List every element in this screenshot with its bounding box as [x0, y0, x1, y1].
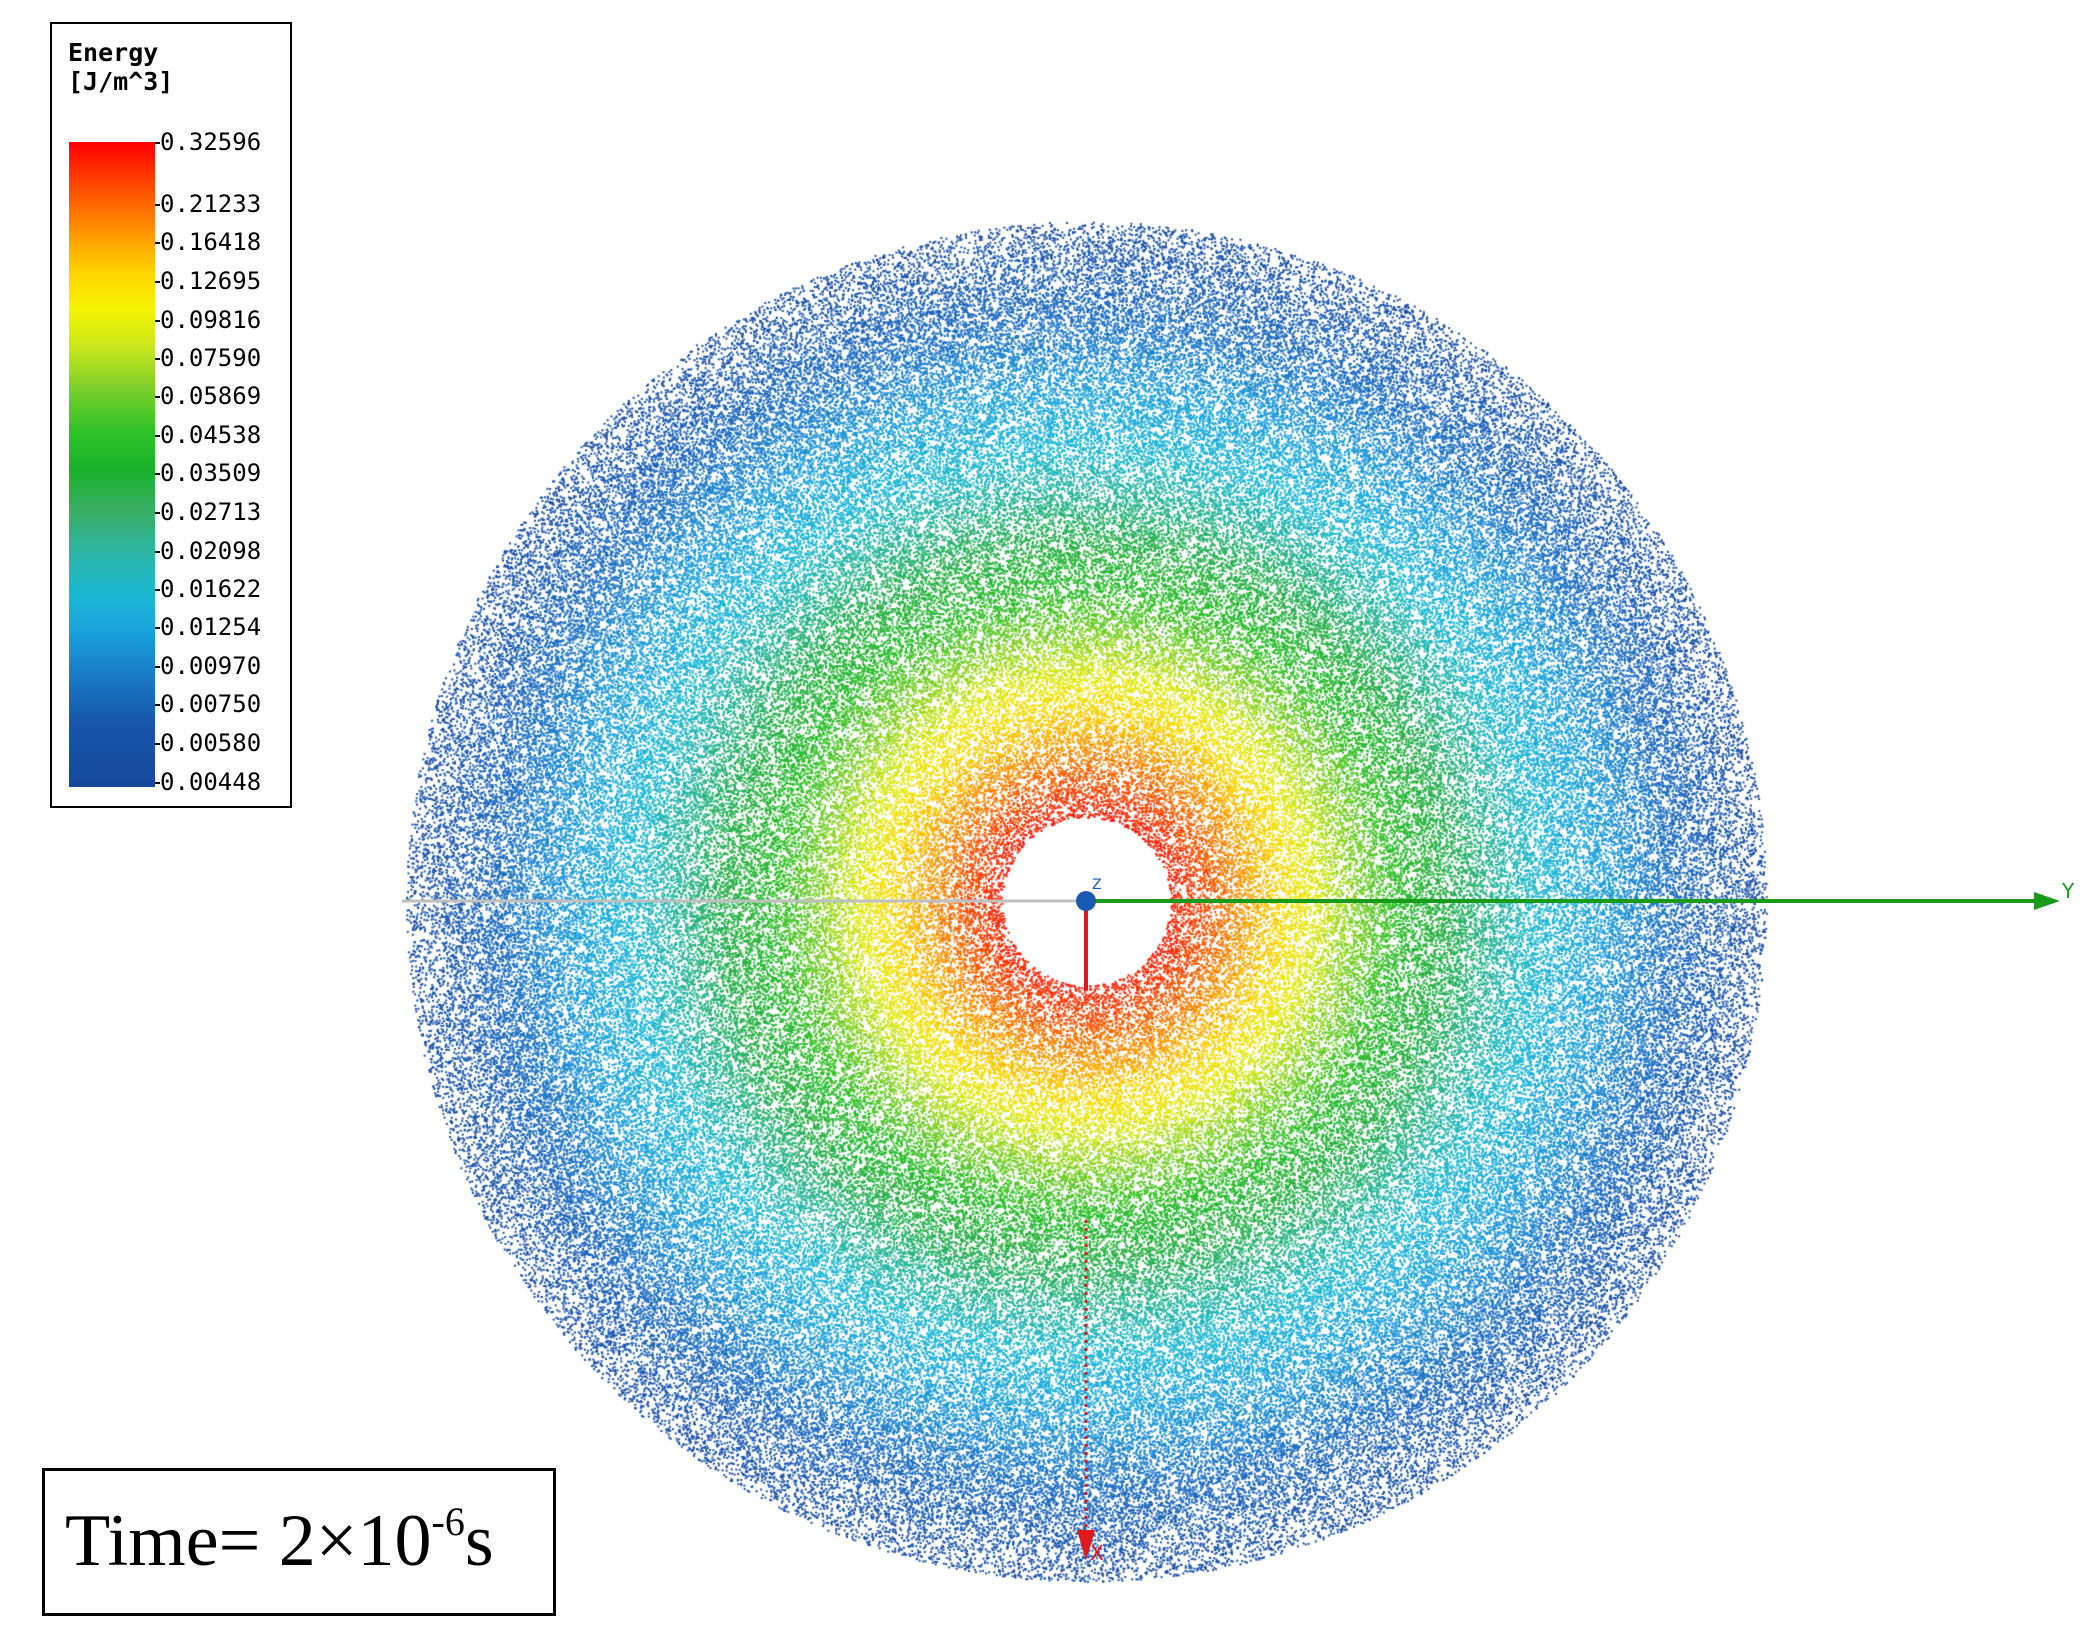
legend-tick-label: 0.04538 [160, 421, 262, 449]
legend-title: Energy [J/m^3] [68, 38, 173, 96]
x-axis-label: X [1090, 1541, 1104, 1565]
legend-tick-label: 0.16418 [160, 228, 262, 256]
legend-tick-label: 0.05869 [160, 382, 262, 410]
legend-tick-mark [155, 589, 160, 591]
y-axis-arrowhead [2034, 892, 2060, 910]
legend-tick-label: 0.21233 [160, 190, 262, 218]
legend-tick-mark [155, 627, 160, 629]
legend-tick-label: 0.02713 [160, 498, 262, 526]
legend-tick-label: 0.02098 [160, 537, 262, 565]
legend-tick-label: 0.00580 [160, 729, 262, 757]
time-label: Time= 2×10-6s [65, 1491, 494, 1591]
legend-tick-label: 0.12695 [160, 267, 262, 295]
legend-tick-label: 0.09816 [160, 306, 262, 334]
time-label-unit: s [464, 1500, 494, 1582]
legend-tick-mark [155, 473, 160, 475]
legend-tick-label: 0.03509 [160, 459, 262, 487]
legend-tick-mark [155, 512, 160, 514]
legend-tick-label: 0.00750 [160, 690, 262, 718]
legend-tick-mark [155, 204, 160, 206]
legend-tick-mark [155, 743, 160, 745]
color-legend: Energy [J/m^3] 0.32596 0.21233 0.16418 0.12… [50, 22, 292, 808]
legend-tick-label: 0.07590 [160, 344, 262, 372]
x-axis-arrowhead [1077, 1530, 1095, 1560]
legend-tick-label: 0.00448 [160, 768, 262, 796]
origin-marker [1076, 891, 1096, 911]
legend-title-quantity: Energy [68, 38, 159, 67]
legend-color-bar [69, 142, 155, 787]
legend-tick-mark [155, 782, 160, 784]
legend-tick-mark [155, 242, 160, 244]
z-axis-label: Z [1092, 877, 1102, 893]
legend-tick-mark [155, 358, 160, 360]
time-label-exponent: -6 [431, 1499, 465, 1544]
legend-tick-mark [155, 704, 160, 706]
legend-title-unit: [J/m^3] [68, 67, 174, 96]
legend-tick-label: 0.01254 [160, 613, 262, 641]
legend-tick-mark [155, 320, 160, 322]
legend-tick-mark [155, 551, 160, 553]
legend-tick-label: 0.01622 [160, 575, 262, 603]
time-label-box: Time= 2×10-6s [42, 1468, 556, 1616]
legend-tick-mark [155, 435, 160, 437]
y-axis-label: Y [2061, 879, 2075, 903]
legend-tick-mark [155, 396, 160, 398]
legend-tick-mark [155, 281, 160, 283]
legend-tick-label: 0.32596 [160, 128, 262, 156]
legend-tick-mark [155, 142, 160, 144]
legend-tick-label: 0.00970 [160, 652, 262, 680]
time-label-prefix: Time= 2×10 [65, 1500, 432, 1582]
legend-tick-mark [155, 666, 160, 668]
